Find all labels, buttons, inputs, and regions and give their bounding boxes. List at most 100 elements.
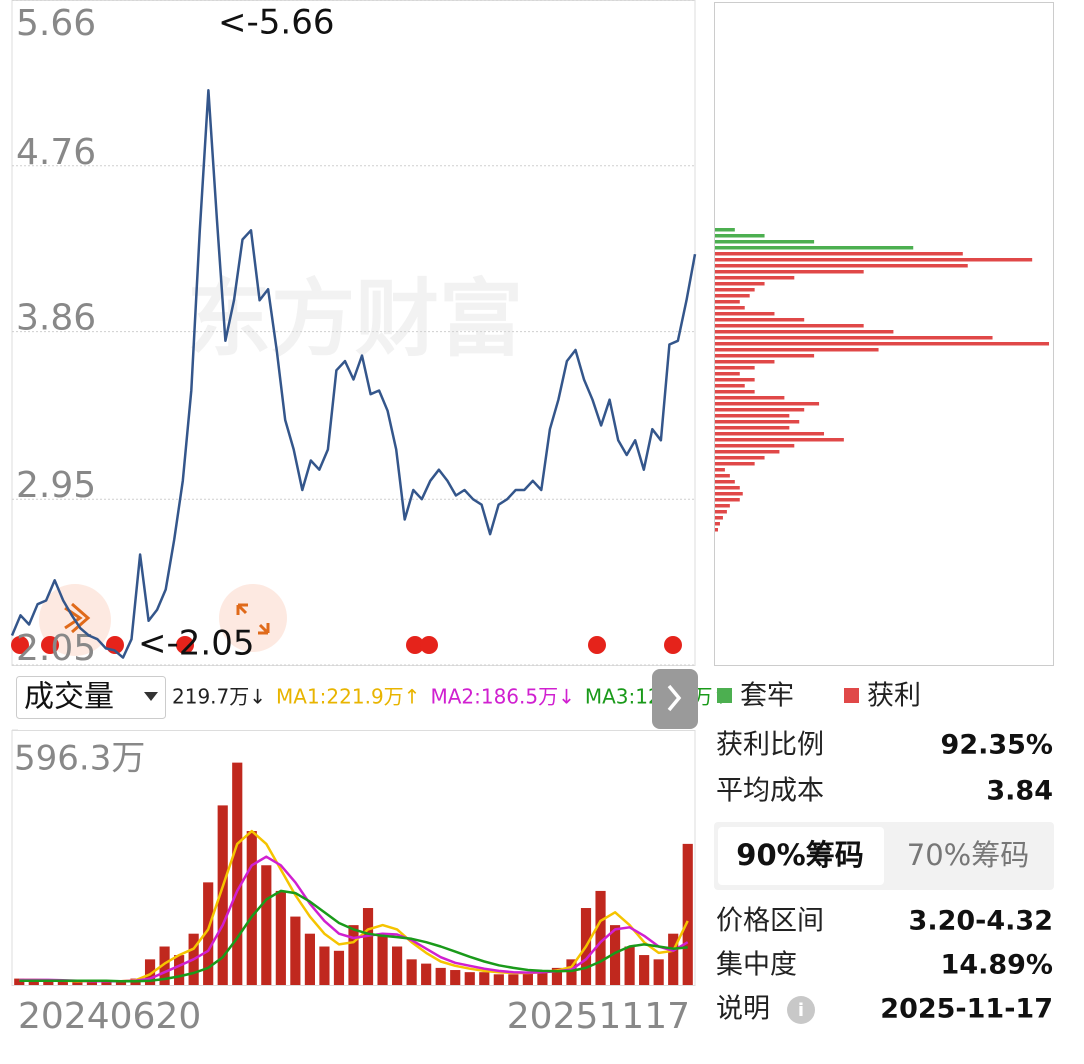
header-value: 219.7万↓ — [172, 685, 266, 709]
chip-bar — [715, 234, 765, 238]
volume-bar — [57, 981, 68, 985]
info-icon-glyph: i — [798, 1000, 804, 1021]
tab-label[interactable]: 90%筹码 — [736, 838, 863, 872]
ma-line — [19, 889, 688, 983]
volume-bar — [86, 981, 98, 985]
volume-bar — [28, 980, 39, 985]
chip-frame — [714, 2, 1054, 666]
volume-bar — [609, 925, 621, 985]
volume-bar — [246, 831, 257, 985]
y-tick-label: 2.05 — [16, 628, 96, 669]
legend-label: 获利 — [867, 681, 921, 712]
volume-bar — [551, 967, 563, 985]
indicator-name: 成交量 — [24, 680, 114, 715]
stat-label: 集中度 — [716, 950, 797, 981]
volume-bar — [348, 925, 359, 985]
chip-bar — [715, 336, 993, 340]
volume-bar — [682, 843, 693, 985]
volume-bar — [319, 946, 330, 985]
chip-bar — [715, 504, 730, 508]
volume-bar — [290, 916, 301, 985]
stat-value: 2025-11-17 — [880, 994, 1053, 1025]
chip-bar — [715, 228, 735, 232]
volume-bar — [14, 978, 25, 985]
volume-bar — [72, 980, 83, 985]
chip-bar — [715, 360, 775, 364]
max-annotation: <-5.66 — [218, 3, 334, 43]
volume-frame — [11, 730, 696, 986]
volume-bar — [362, 908, 374, 985]
min-annotation: <-2.05 — [138, 624, 254, 664]
legend-swatch — [844, 688, 859, 703]
legend-label: 套牢 — [740, 681, 794, 712]
tab-active[interactable] — [718, 827, 884, 885]
volume-bar — [304, 933, 315, 985]
volume-bar — [101, 981, 112, 985]
chip-bar — [715, 486, 740, 490]
chip-bar — [715, 522, 720, 526]
x-start-label: 20240620 — [18, 996, 201, 1037]
chip-bar — [715, 348, 879, 352]
x-end-label: 20251117 — [507, 996, 690, 1037]
chip-bar — [715, 276, 795, 280]
y-tick-label: 5.66 — [16, 3, 96, 44]
volume-bar — [668, 933, 679, 985]
stat-label: 平均成本 — [716, 776, 824, 807]
volume-bar — [435, 967, 446, 985]
volume-bar — [333, 950, 345, 985]
volume-bar — [232, 762, 243, 985]
volume-bar — [144, 959, 156, 985]
signal-icon — [236, 603, 270, 635]
chip-bar — [715, 306, 745, 310]
chip-bar — [715, 396, 785, 400]
indicator-select[interactable] — [16, 676, 166, 719]
info-icon[interactable] — [787, 996, 815, 1024]
volume-bar — [450, 970, 461, 985]
chip-bar — [715, 474, 730, 478]
y-tick-label: 4.76 — [16, 132, 96, 173]
chip-bar — [715, 270, 864, 274]
tab-label[interactable]: 70%筹码 — [907, 838, 1029, 872]
signal-dots — [11, 636, 682, 654]
chip-bar — [715, 288, 755, 292]
volume-bar — [174, 955, 185, 985]
volume-bar — [537, 970, 548, 985]
chip-bar — [715, 264, 968, 268]
chip-bar — [715, 258, 1033, 262]
volume-bar — [639, 955, 650, 985]
chip-bar — [715, 456, 765, 460]
chip-bar — [715, 426, 790, 430]
y-tick-label: 2.95 — [16, 465, 96, 506]
volume-bar — [392, 946, 403, 985]
header-value: MA2:186.5万↓ — [430, 685, 574, 709]
chip-bar — [715, 498, 740, 502]
chip-bar — [715, 246, 914, 250]
stat-value: 14.89% — [941, 950, 1053, 981]
volume-bar — [275, 890, 286, 985]
chip-bar — [715, 468, 725, 472]
dropdown-arrow — [144, 692, 158, 701]
volume-bar — [203, 882, 214, 985]
chip-bar — [715, 516, 723, 520]
price-line — [10, 89, 697, 659]
stat-label: 价格区间 — [716, 906, 824, 937]
watermark: 东方财富 — [187, 270, 523, 368]
chip-bar — [715, 528, 718, 532]
chip-bar — [715, 492, 743, 496]
volume-header: 219.7万↓MA1:221.9万↑MA2:186.5万↓MA3:129.0万↑ — [172, 685, 729, 709]
chip-bar — [715, 432, 825, 436]
chip-bar — [715, 342, 1050, 346]
volume-bar — [464, 972, 475, 985]
chip-bar — [715, 252, 963, 256]
chip-bar — [715, 414, 790, 418]
volume-bar — [217, 805, 228, 985]
volume-bar — [508, 974, 519, 985]
volume-bar — [406, 959, 417, 985]
volume-bar — [493, 974, 504, 985]
chip-bar — [715, 240, 815, 244]
volume-bar — [377, 933, 388, 985]
chip-bar — [715, 330, 894, 334]
next-button[interactable] — [652, 669, 698, 729]
chip-bar — [715, 324, 864, 328]
